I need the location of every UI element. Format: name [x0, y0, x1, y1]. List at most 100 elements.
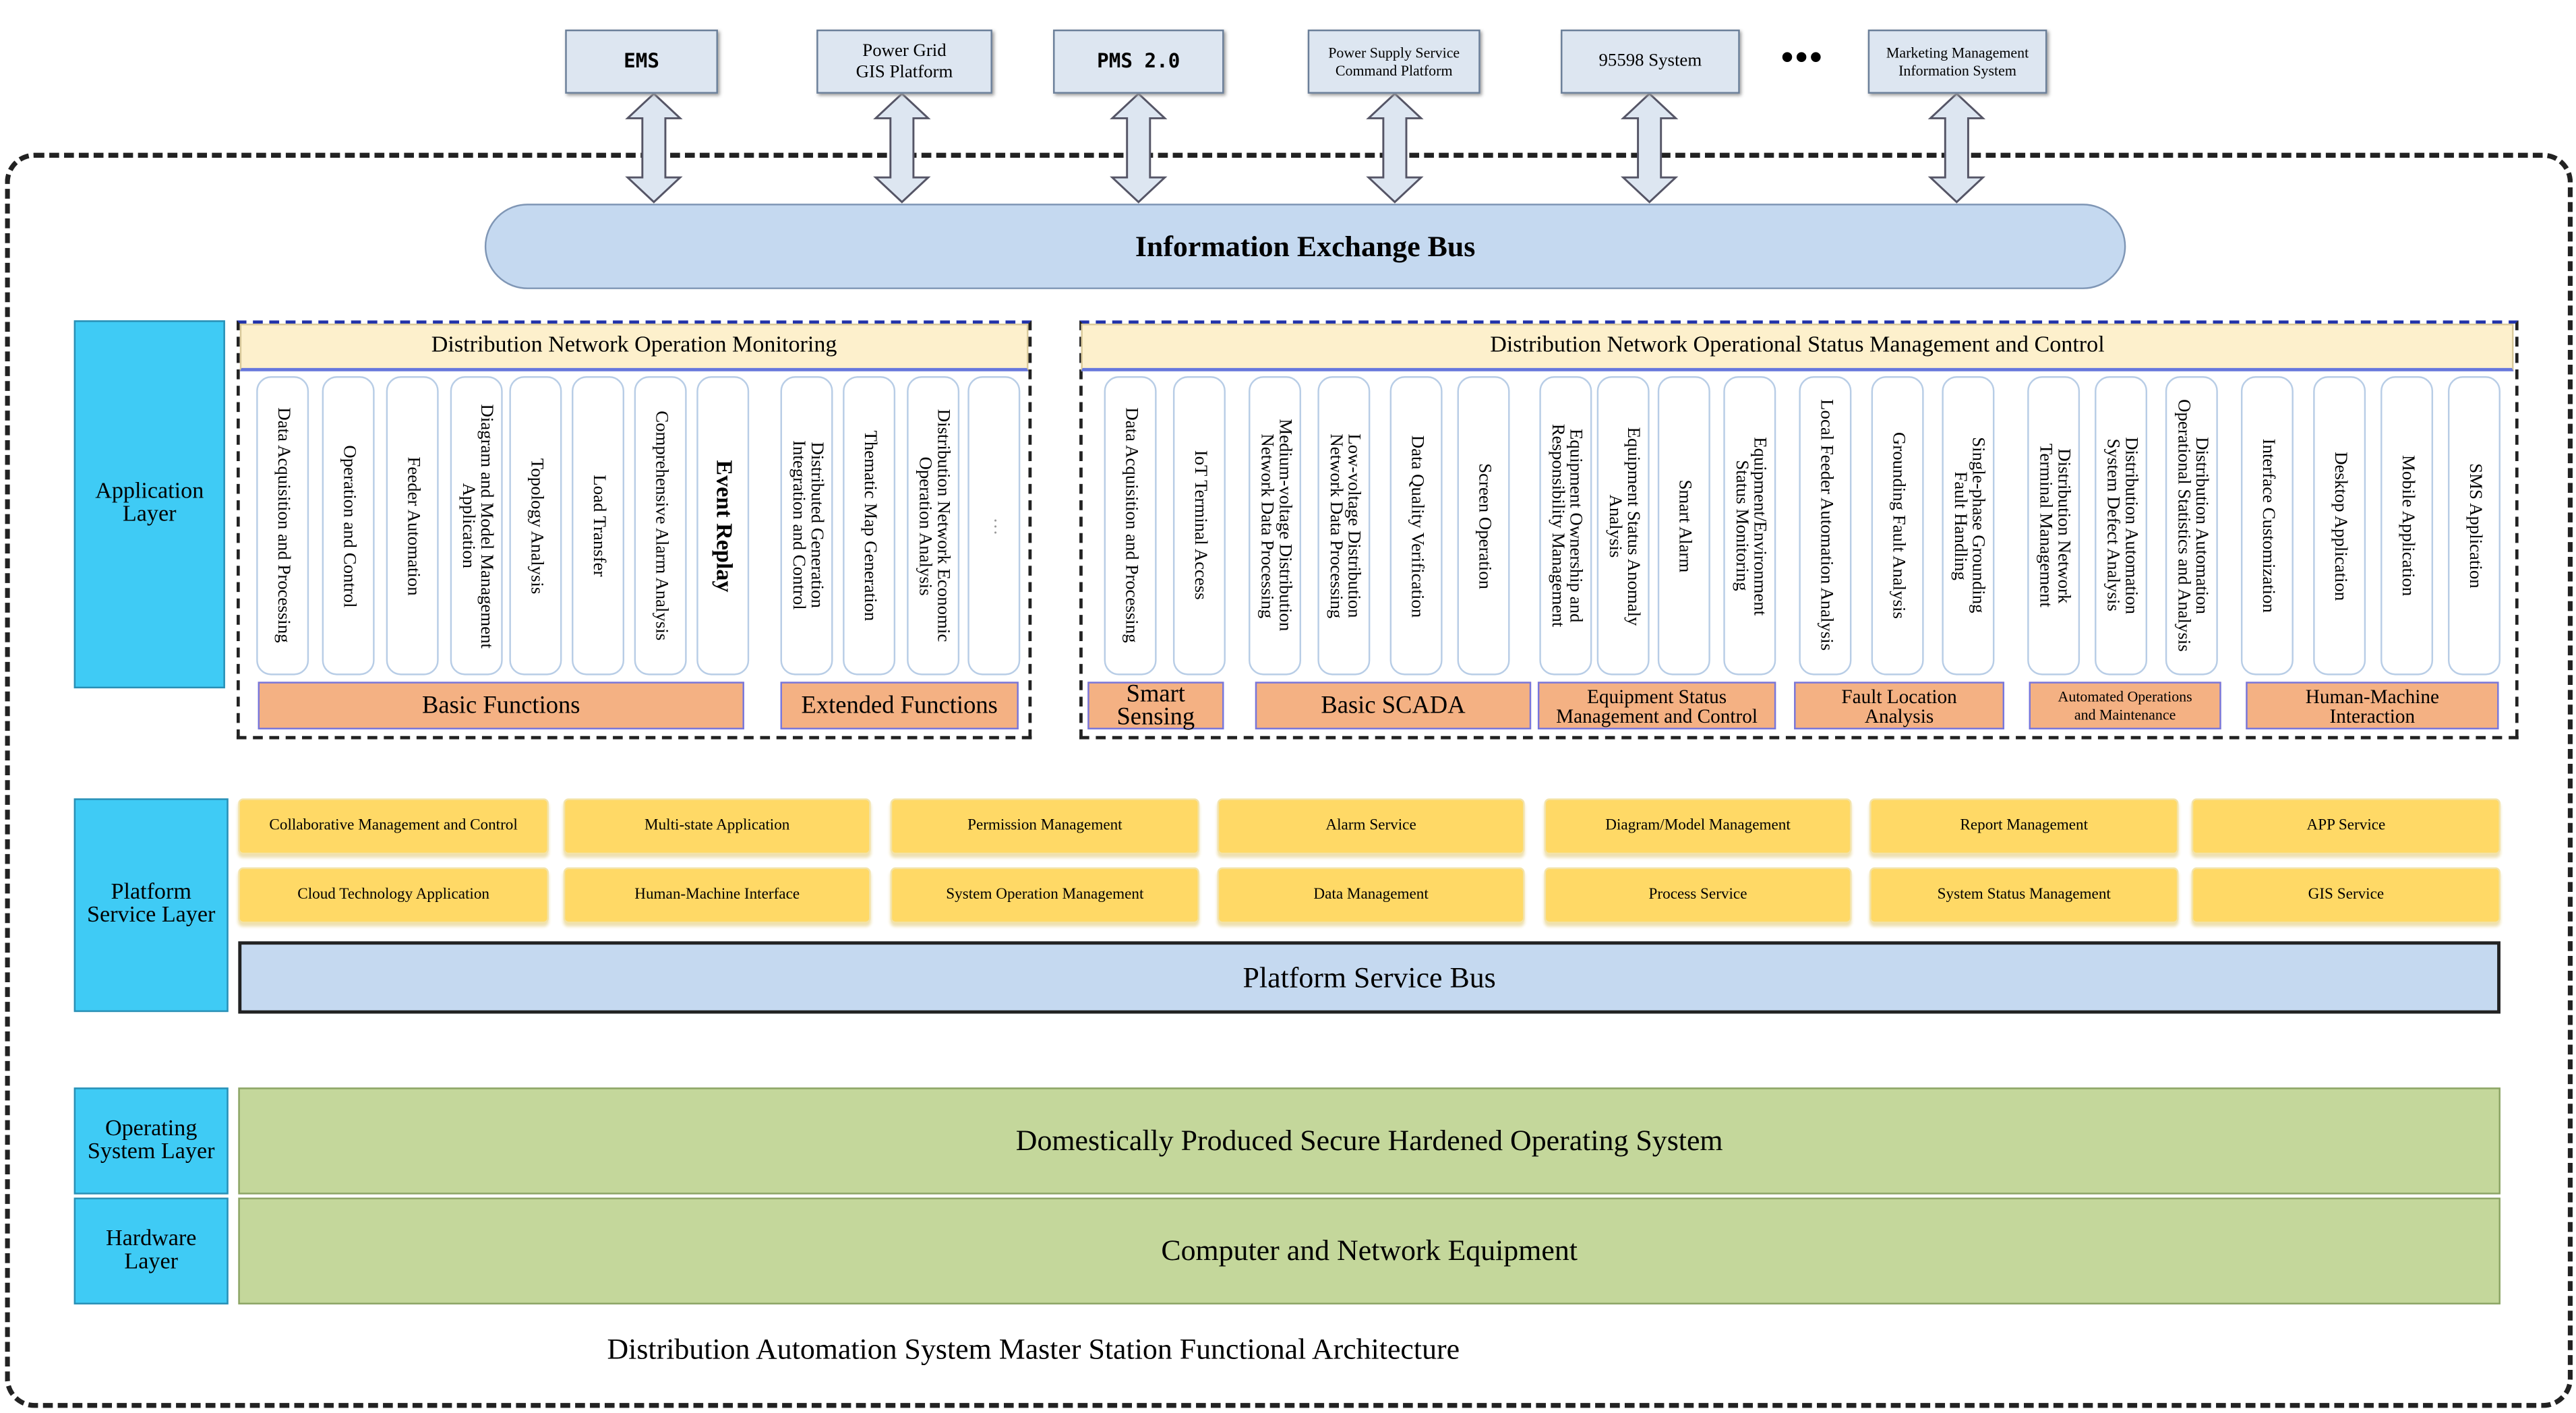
function-label: Diagram and Model Management Application — [458, 403, 496, 649]
external-system-box: PMS 2.0 — [1053, 29, 1224, 94]
function-column: Interface Customization — [2240, 376, 2294, 675]
function-label: Feeder Automation — [403, 456, 423, 595]
external-system-box: Power Supply Service Command Platform — [1307, 29, 1480, 94]
function-label: Event Replay — [710, 459, 736, 592]
platform-service-item: Process Service — [1544, 867, 1852, 924]
function-label: Distribution Automation Operational Stat… — [2174, 399, 2212, 653]
function-column: Desktop Application — [2313, 376, 2366, 675]
function-category-label: Basic Functions — [421, 692, 580, 719]
function-column: Data Quality Verification — [1389, 376, 1443, 675]
function-category-bar: Fault Location Analysis — [1794, 682, 2005, 729]
hardware-box: Computer and Network Equipment — [238, 1197, 2500, 1304]
function-label: Distributed Generation Integration and C… — [788, 440, 827, 611]
function-column: Distribution Network Terminal Management — [2027, 376, 2080, 675]
function-column: Low-voltage Distribution Network Data Pr… — [1317, 376, 1371, 675]
function-label: Interface Customization — [2258, 438, 2278, 613]
platform-service-item: Multi-state Application — [563, 798, 871, 855]
function-label: IoT Terminal Access — [1190, 450, 1210, 601]
function-label: Medium-voltage Distribution Network Data… — [1257, 419, 1295, 632]
function-label: Load Transfer — [589, 475, 609, 577]
external-system-label: EMS — [624, 49, 660, 73]
function-category-label: Basic SCADA — [1321, 692, 1466, 719]
function-label: Topology Analysis — [527, 458, 547, 594]
operation-monitoring-header: Distribution Network Operation Monitorin… — [239, 324, 1029, 371]
platform-service-item: Diagram/Model Management — [1544, 798, 1852, 855]
function-column: Comprehensive Alarm Analysis — [634, 376, 687, 675]
information-exchange-bus: Information Exchange Bus — [484, 204, 2126, 289]
bidirectional-arrow — [1110, 92, 1168, 204]
platform-service-item: APP Service — [2191, 798, 2500, 855]
function-column: Feeder Automation — [386, 376, 439, 675]
external-system-label: Marketing Management Information System — [1886, 43, 2029, 78]
function-column: Mobile Application — [2380, 376, 2434, 675]
platform-service-item: Human-Machine Interface — [563, 867, 871, 924]
function-label: Smart Alarm — [1675, 479, 1695, 572]
external-system-label: 95598 System — [1598, 51, 1702, 71]
function-label: Data Quality Verification — [1407, 434, 1427, 618]
function-label: Equipment/Environment Status Monitoring — [1731, 436, 1770, 615]
function-label: Desktop Application — [2330, 451, 2350, 601]
platform-service-item: GIS Service — [2191, 867, 2500, 924]
function-category-label: Automated Operations and Maintenance — [2058, 687, 2192, 723]
bidirectional-arrow — [873, 92, 931, 204]
function-category-bar: Basic SCADA — [1255, 682, 1532, 729]
function-label: Distribution Automation System Defect An… — [2103, 437, 2141, 615]
function-category-bar: Extended Functions — [780, 682, 1019, 729]
bidirectional-arrow — [625, 92, 683, 204]
external-system-box: Power Grid GIS Platform — [816, 29, 992, 94]
platform-service-item: Permission Management — [890, 798, 1199, 855]
function-label: Data Acquisition and Processing — [273, 408, 293, 644]
function-label: Distribution Network Economic Operation … — [915, 409, 953, 642]
operating-system-box: Domestically Produced Secure Hardened Op… — [238, 1087, 2500, 1195]
function-column: Equipment/Environment Status Monitoring — [1723, 376, 1776, 675]
function-column: Distribution Automation Operational Stat… — [2165, 376, 2218, 675]
platform-service-item: Alarm Service — [1217, 798, 1525, 855]
function-column: Thematic Map Generation — [843, 376, 896, 675]
function-column: Data Acquisition and Processing — [1104, 376, 1157, 675]
function-column: Distributed Generation Integration and C… — [780, 376, 833, 675]
platform-service-item: System Operation Management — [890, 867, 1199, 924]
function-column: IoT Terminal Access — [1172, 376, 1226, 675]
function-column: Topology Analysis — [509, 376, 562, 675]
function-column: Equipment Ownership and Responsibility M… — [1539, 376, 1592, 675]
function-column: Load Transfer — [572, 376, 625, 675]
function-category-bar: Equipment Status Management and Control — [1537, 682, 1776, 729]
function-column: Screen Operation — [1457, 376, 1510, 675]
bidirectional-arrow — [1366, 92, 1424, 204]
function-column: SMS Application — [2447, 376, 2500, 675]
function-category-label: Equipment Status Management and Control — [1556, 684, 1758, 727]
platform-service-item: Collaborative Management and Control — [238, 798, 549, 855]
function-category-label: Smart Sensing — [1116, 681, 1195, 731]
master-station-boundary — [5, 152, 2573, 1408]
function-column: Equipment Status Anomaly Analysis — [1596, 376, 1650, 675]
function-label: Screen Operation — [1474, 462, 1495, 589]
function-column: Distribution Network Economic Operation … — [907, 376, 960, 675]
function-column: Grounding Fault Analysis — [1871, 376, 1924, 675]
function-label: Single-phase Grounding Fault Handling — [1950, 438, 1988, 614]
function-label: SMS Application — [2465, 463, 2485, 589]
bus-connectors — [625, 92, 1986, 204]
function-label: Equipment Ownership and Responsibility M… — [1547, 424, 1586, 628]
platform-layer-label: Platform Service Layer — [73, 798, 229, 1013]
function-column: Event Replay — [696, 376, 750, 675]
bidirectional-arrow — [1620, 92, 1679, 204]
external-system-label: Power Grid GIS Platform — [856, 40, 953, 82]
function-column: Single-phase Grounding Fault Handling — [1942, 376, 1995, 675]
function-column: ··· — [967, 376, 1021, 675]
hardware-layer-label: Hardware Layer — [73, 1197, 229, 1304]
platform-service-item: Cloud Technology Application — [238, 867, 549, 924]
function-category-bar: Human-Machine Interaction — [2246, 682, 2499, 729]
bidirectional-arrow — [1927, 92, 1986, 204]
platform-service-item: Data Management — [1217, 867, 1525, 924]
function-label: Low-voltage Distribution Network Data Pr… — [1325, 433, 1364, 618]
os-layer-label: Operating System Layer — [73, 1087, 229, 1195]
function-column: Data Acquisition and Processing — [256, 376, 309, 675]
function-column: Distribution Automation System Defect An… — [2095, 376, 2148, 675]
function-label: Equipment Status Anomaly Analysis — [1605, 426, 1643, 626]
function-category-bar: Smart Sensing — [1087, 682, 1224, 729]
function-label: Comprehensive Alarm Analysis — [651, 411, 671, 641]
function-column: Operation and Control — [322, 376, 375, 675]
external-system-box: EMS — [565, 29, 718, 94]
function-category-label: Human-Machine Interaction — [2305, 684, 2439, 727]
